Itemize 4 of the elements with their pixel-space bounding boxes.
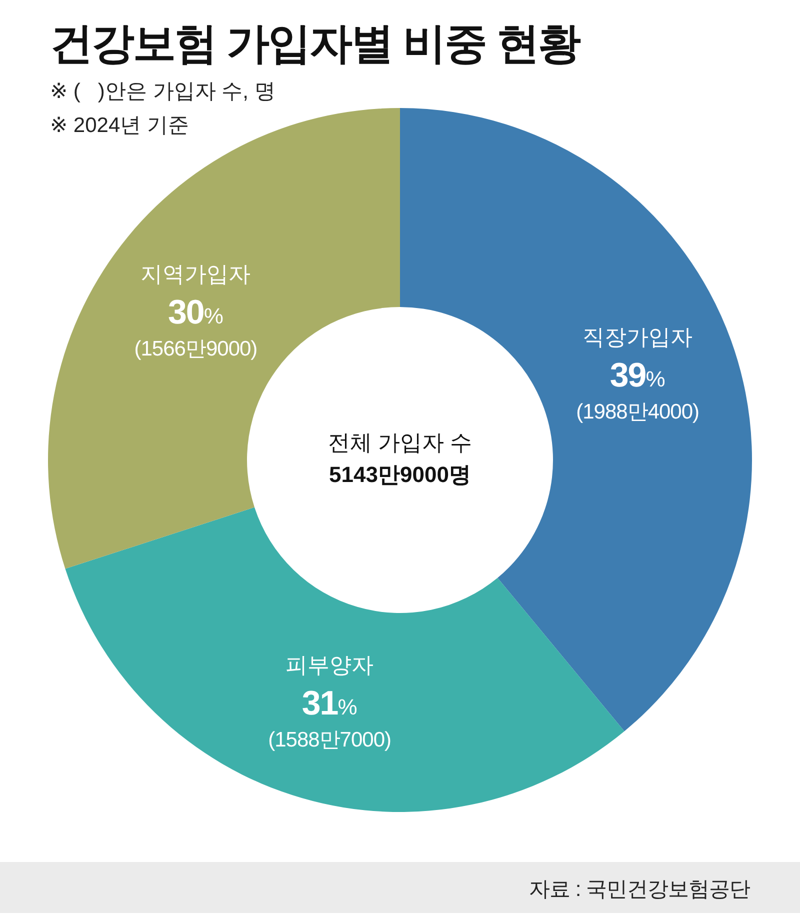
source: 자료 : 국민건강보험공단 bbox=[528, 878, 750, 901]
title: 건강보험 가입자별 비중 현황 bbox=[50, 20, 580, 68]
subtitle: ※ 2024년 기준 bbox=[50, 114, 189, 137]
subtitle: ※ ( )안은 가입자 수, 명 bbox=[50, 80, 276, 103]
